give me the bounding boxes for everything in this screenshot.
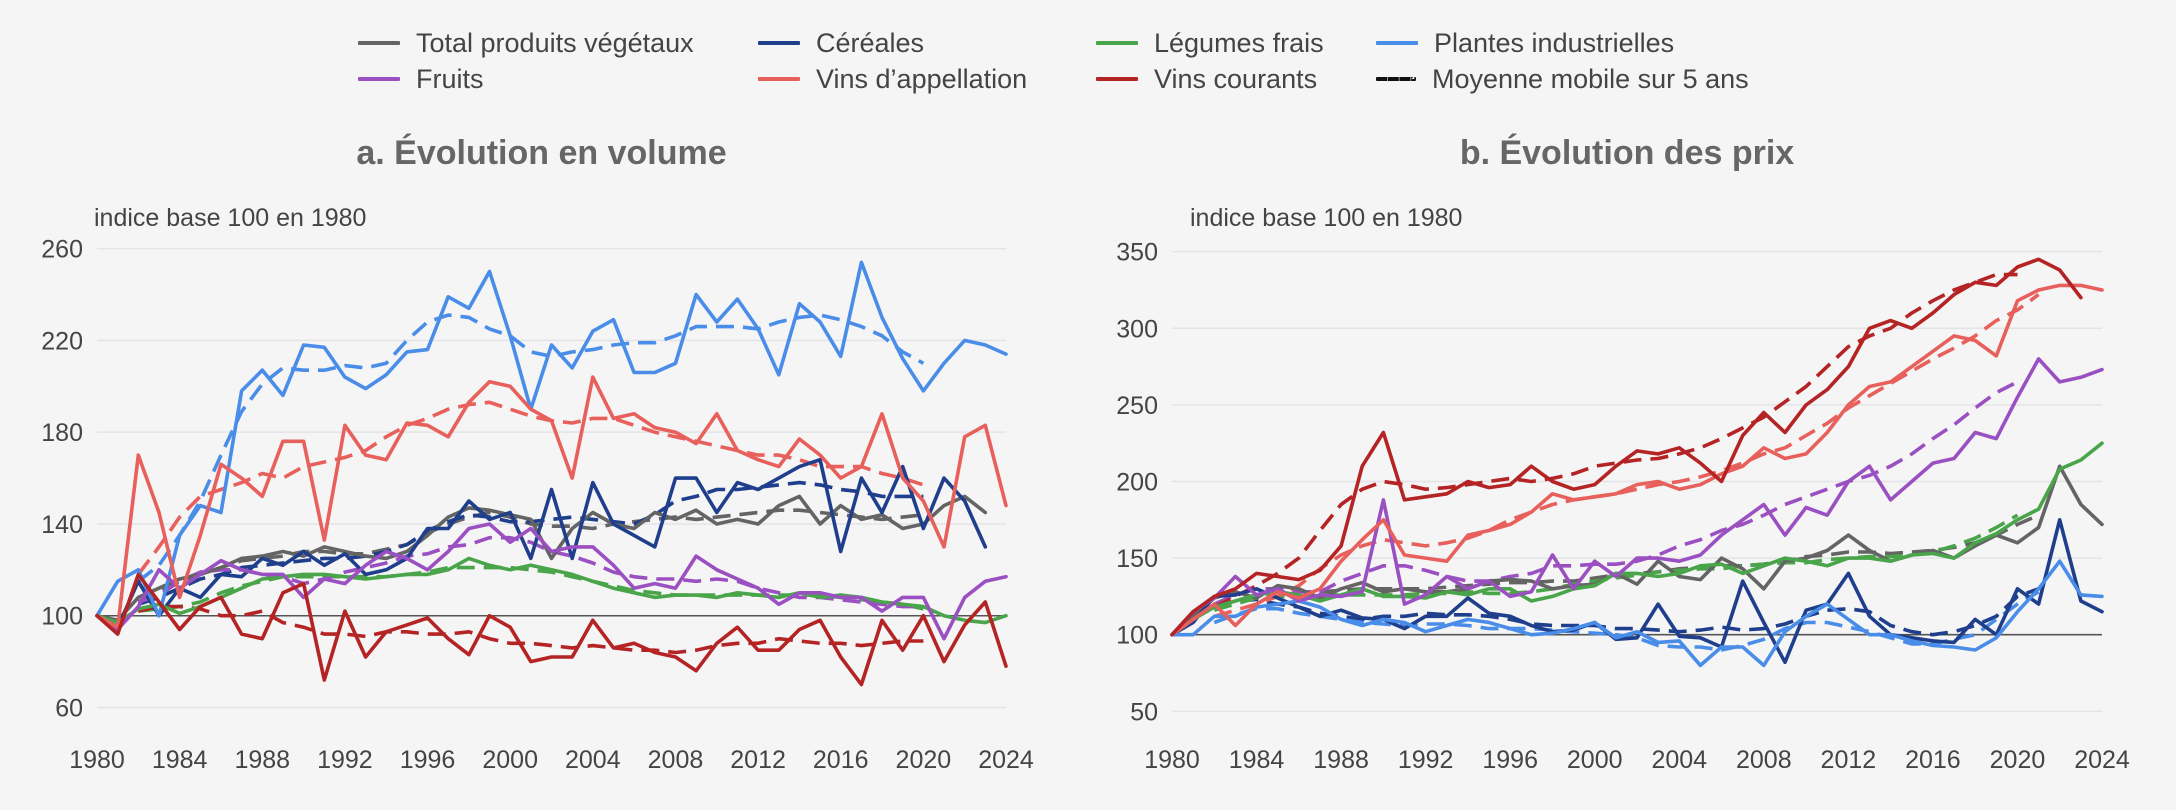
series-moving-average bbox=[1213, 293, 2040, 619]
legend-item: Total produits végétaux bbox=[358, 26, 694, 60]
x-tick-label: 2004 bbox=[1651, 746, 1707, 774]
x-tick-label: 1980 bbox=[69, 746, 125, 774]
series-line bbox=[95, 457, 988, 629]
legend-swatch bbox=[758, 41, 800, 45]
x-tick-label: 1992 bbox=[317, 746, 373, 774]
y-tick-label: 220 bbox=[41, 327, 83, 355]
series-line bbox=[95, 572, 1008, 687]
series-line bbox=[95, 522, 1008, 641]
series-moving-average bbox=[1213, 272, 2018, 609]
x-tick-label: 2020 bbox=[896, 746, 952, 774]
legend-swatch bbox=[1096, 41, 1138, 45]
y-tick-label: 250 bbox=[1116, 392, 1158, 420]
y-axis-label: indice base 100 en 1980 bbox=[94, 204, 366, 232]
series-line bbox=[1170, 257, 2083, 637]
y-tick-label: 100 bbox=[1116, 622, 1158, 650]
legend-swatch bbox=[1376, 77, 1416, 81]
x-tick-label: 1996 bbox=[400, 746, 456, 774]
x-tick-label: 1988 bbox=[1313, 746, 1369, 774]
x-tick-label: 1992 bbox=[1398, 746, 1454, 774]
x-tick-label: 2000 bbox=[482, 746, 538, 774]
x-tick-label: 1988 bbox=[234, 746, 290, 774]
y-tick-label: 200 bbox=[1116, 469, 1158, 497]
y-axis-label: indice base 100 en 1980 bbox=[1190, 204, 1462, 232]
x-tick-label: 2012 bbox=[1821, 746, 1877, 774]
x-tick-label: 2024 bbox=[978, 746, 1034, 774]
y-tick-label: 180 bbox=[41, 419, 83, 447]
y-tick-label: 60 bbox=[55, 695, 83, 723]
legend-swatch bbox=[1376, 41, 1418, 45]
x-tick-label: 2004 bbox=[565, 746, 621, 774]
legend-item: Vins courants bbox=[1096, 62, 1317, 96]
x-tick-label: 2012 bbox=[730, 746, 786, 774]
y-tick-label: 100 bbox=[41, 603, 83, 631]
legend-label: Fruits bbox=[416, 63, 484, 94]
y-tick-label: 260 bbox=[41, 236, 83, 264]
x-tick-label: 1996 bbox=[1482, 746, 1538, 774]
series-line bbox=[95, 375, 1008, 629]
chart-title: b. Évolution des prix bbox=[1460, 134, 1794, 172]
series-line bbox=[95, 260, 1008, 618]
x-tick-label: 2008 bbox=[648, 746, 704, 774]
x-tick-label: 1984 bbox=[152, 746, 208, 774]
legend-item: Céréales bbox=[758, 26, 924, 60]
legend-item: Fruits bbox=[358, 62, 484, 96]
x-tick-label: 1984 bbox=[1229, 746, 1285, 774]
series-line bbox=[1170, 559, 2104, 668]
x-tick-label: 2024 bbox=[2074, 746, 2130, 774]
x-tick-label: 2016 bbox=[813, 746, 869, 774]
legend-item: Plantes industrielles bbox=[1376, 26, 1674, 60]
legend-label: Moyenne mobile sur 5 ans bbox=[1432, 63, 1749, 94]
legend-label: Légumes frais bbox=[1154, 27, 1324, 58]
y-tick-label: 300 bbox=[1116, 315, 1158, 343]
legend-swatch bbox=[758, 77, 800, 81]
y-tick-label: 150 bbox=[1116, 545, 1158, 573]
legend-label: Vins d’appellation bbox=[816, 63, 1028, 94]
y-tick-label: 50 bbox=[1130, 698, 1158, 726]
chart-title: a. Évolution en volume bbox=[356, 134, 726, 172]
series-moving-average bbox=[1213, 380, 2019, 606]
y-tick-label: 350 bbox=[1116, 239, 1158, 267]
series-line bbox=[1170, 283, 2104, 637]
legend-swatch bbox=[358, 77, 400, 81]
legend-item: Vins d’appellation bbox=[758, 62, 1027, 96]
x-tick-label: 2008 bbox=[1736, 746, 1792, 774]
series-moving-average bbox=[136, 400, 924, 576]
legend-swatch bbox=[1096, 77, 1138, 81]
x-tick-label: 2020 bbox=[1990, 746, 2046, 774]
series-line bbox=[1170, 357, 2104, 637]
legend-label: Céréales bbox=[816, 27, 925, 58]
legend-swatch bbox=[358, 41, 400, 45]
legend-item: Moyenne mobile sur 5 ans bbox=[1376, 62, 1749, 96]
price-chart: b. Évolution des prix indice base 100 en … bbox=[1116, 134, 2130, 774]
legend-label: Total produits végétaux bbox=[416, 27, 694, 58]
legend: Total produits végétaux Céréales Légumes f… bbox=[358, 26, 1858, 106]
series-moving-average bbox=[137, 604, 924, 655]
x-tick-label: 2016 bbox=[1905, 746, 1961, 774]
volume-chart: a. Évolution en volume indice base 100 en… bbox=[41, 134, 1034, 774]
x-tick-label: 1980 bbox=[1144, 746, 1200, 774]
legend-label: Plantes industrielles bbox=[1434, 27, 1675, 58]
series-moving-average bbox=[1213, 587, 2040, 637]
legend-item: Légumes frais bbox=[1096, 26, 1324, 60]
series-line bbox=[1170, 441, 2104, 637]
y-tick-label: 140 bbox=[41, 511, 83, 539]
series-moving-average bbox=[137, 508, 924, 604]
x-tick-label: 2000 bbox=[1567, 746, 1623, 774]
legend-label: Vins courants bbox=[1154, 63, 1318, 94]
series-line bbox=[1170, 518, 2104, 665]
